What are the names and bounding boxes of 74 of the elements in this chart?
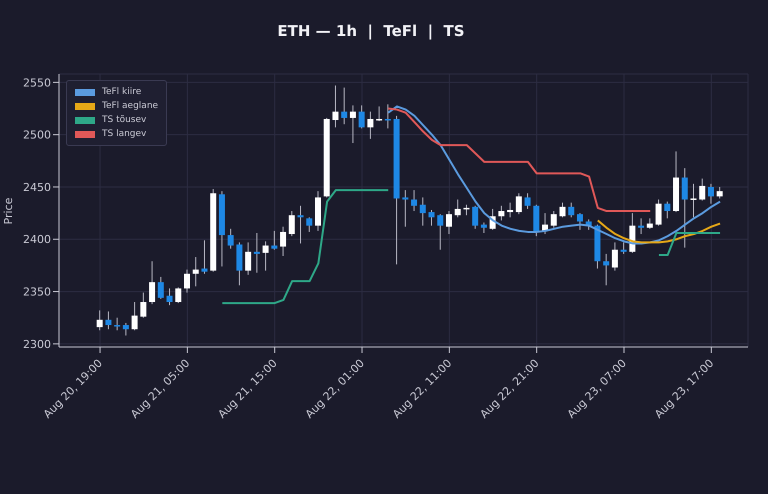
candlestick	[192, 256, 199, 287]
candlestick	[716, 186, 723, 199]
candlestick	[524, 192, 531, 210]
candlestick	[288, 210, 295, 237]
candlestick	[122, 322, 129, 336]
candlestick	[690, 183, 696, 218]
candlestick	[245, 242, 252, 276]
candlestick	[271, 230, 278, 250]
candlestick	[132, 302, 138, 331]
candlestick	[105, 310, 112, 330]
candlestick	[332, 85, 338, 128]
candlestick	[708, 183, 714, 204]
candlestick	[560, 202, 566, 218]
candlestick	[96, 310, 103, 331]
candlestick	[620, 242, 627, 254]
candlestick	[664, 201, 670, 219]
candlestick	[446, 210, 452, 235]
y-tick-label: 2550	[23, 76, 51, 90]
candlestick	[341, 87, 348, 125]
candlestick	[428, 209, 435, 226]
line-series	[596, 219, 722, 244]
candlestick	[463, 204, 470, 216]
y-axis-title: Price	[2, 197, 15, 224]
line-series	[387, 108, 652, 212]
candlestick	[498, 205, 504, 221]
line-series	[387, 105, 722, 244]
legend-label: TS langev	[102, 129, 146, 139]
legend-label: TeFl kiire	[102, 87, 142, 97]
candlestick	[350, 104, 356, 144]
y-tick-label: 2450	[23, 180, 51, 194]
candlestick	[140, 292, 146, 318]
candlestick	[568, 202, 574, 218]
y-tick-label: 2350	[23, 285, 51, 298]
candlestick	[201, 240, 208, 274]
legend-label: TS tõusev	[102, 115, 146, 125]
candlestick	[603, 253, 610, 286]
candlestick	[612, 242, 618, 272]
candlestick	[175, 286, 182, 304]
candlestick	[158, 276, 164, 300]
candlestick	[306, 216, 312, 232]
candlestick	[298, 205, 304, 244]
candlestick	[638, 218, 644, 235]
candlestick	[367, 111, 374, 140]
candlestick	[516, 192, 522, 215]
candlestick	[149, 260, 156, 305]
candlestick	[228, 228, 234, 250]
chart-title: ETH — 1h | TeFl | TS	[276, 22, 466, 40]
y-tick-label: 2500	[23, 128, 51, 142]
candlestick	[411, 190, 418, 212]
candlestick	[114, 317, 120, 331]
candlestick	[166, 288, 173, 306]
y-tick-label: 2300	[23, 338, 51, 351]
candlestick	[420, 196, 426, 226]
candlestick	[358, 104, 365, 129]
candlestick	[576, 212, 583, 230]
candlestick	[699, 178, 706, 202]
candlestick	[507, 202, 514, 218]
candlestick	[550, 210, 557, 228]
candlestick	[682, 168, 688, 248]
legend-label: TeFl aeglane	[102, 101, 158, 111]
candlestick	[384, 104, 391, 129]
candlestick	[646, 218, 653, 230]
candlestick	[402, 190, 408, 228]
candlestick	[656, 199, 662, 226]
candlestick	[280, 226, 286, 256]
candlestick	[254, 232, 260, 274]
candlestick	[437, 214, 444, 250]
candlestick	[184, 269, 190, 294]
candlestick	[262, 240, 269, 272]
candlestick	[376, 106, 382, 122]
candlestick	[454, 199, 461, 218]
y-tick-label: 2400	[23, 233, 51, 246]
candlestick	[472, 205, 478, 230]
candlestick	[480, 222, 487, 234]
